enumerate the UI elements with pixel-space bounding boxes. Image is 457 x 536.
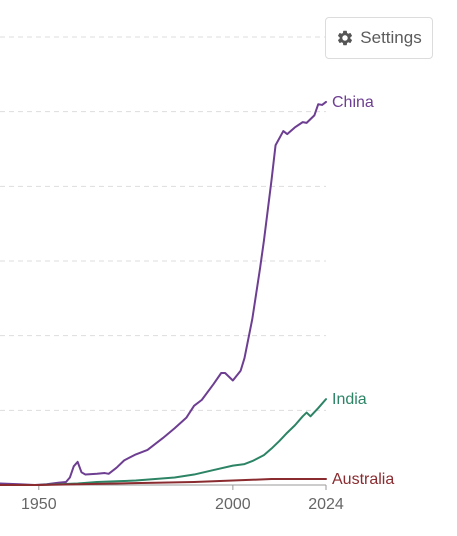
gear-icon — [336, 29, 354, 47]
x-tick-label: 1950 — [21, 496, 57, 513]
series-label-china: China — [332, 94, 374, 111]
settings-label: Settings — [360, 28, 422, 47]
series-line-australia — [0, 478, 327, 486]
series-line-china — [0, 100, 327, 486]
x-tick-label: 2000 — [215, 496, 251, 513]
series-line-india — [0, 398, 327, 486]
settings-button[interactable]: Settings — [325, 17, 433, 59]
x-tick-label: 2024 — [308, 496, 344, 513]
series-label-australia: Australia — [332, 471, 394, 488]
series-label-india: India — [332, 391, 367, 408]
